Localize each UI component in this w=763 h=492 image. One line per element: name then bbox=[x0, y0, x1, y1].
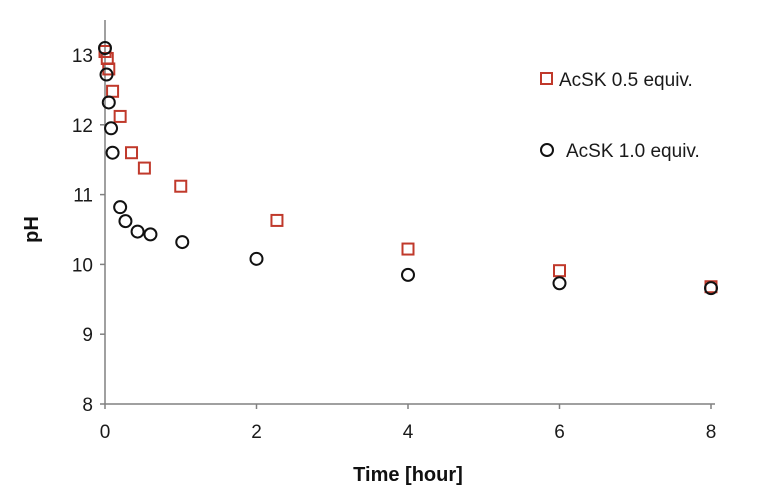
point-series1-12 bbox=[552, 276, 567, 291]
point-series0-5 bbox=[125, 146, 139, 160]
y-tick-label-5: 13 bbox=[72, 46, 93, 67]
point-series1-3 bbox=[104, 121, 119, 136]
legend-marker-square bbox=[540, 72, 553, 85]
point-series0-6 bbox=[137, 161, 151, 175]
point-series1-7 bbox=[130, 224, 145, 239]
x-tick-label-0: 0 bbox=[100, 422, 111, 443]
y-axis-title: pH bbox=[21, 216, 43, 243]
x-tick-label-3: 6 bbox=[554, 422, 565, 443]
point-series0-7 bbox=[174, 179, 188, 193]
point-series1-0 bbox=[98, 41, 112, 56]
x-tick-label-2: 4 bbox=[403, 422, 414, 443]
data-points bbox=[98, 41, 718, 296]
point-series1-6 bbox=[118, 214, 133, 229]
x-tick-label-4: 8 bbox=[706, 422, 717, 443]
y-tick-label-2: 10 bbox=[72, 255, 93, 276]
y-tick-label-3: 11 bbox=[73, 186, 93, 207]
ticks: 8 9 10 11 12 13 0 2 4 6 8 bbox=[72, 46, 716, 443]
point-series1-4 bbox=[105, 145, 120, 160]
point-series1-9 bbox=[175, 235, 190, 250]
point-series1-5 bbox=[113, 200, 128, 215]
point-series0-8 bbox=[270, 213, 284, 227]
legend-entry-0: AcSK 0.5 equiv. bbox=[540, 70, 693, 91]
legend-label-0: AcSK 0.5 equiv. bbox=[559, 70, 693, 91]
point-series0-3 bbox=[106, 84, 120, 98]
axes bbox=[104, 20, 715, 405]
point-series1-8 bbox=[143, 227, 158, 242]
point-series1-10 bbox=[249, 251, 264, 266]
point-series0-4 bbox=[113, 109, 127, 123]
legend-marker-circle bbox=[540, 143, 554, 157]
y-tick-label-4: 12 bbox=[72, 116, 93, 137]
x-axis-title: Time [hour] bbox=[353, 464, 463, 486]
point-series0-9 bbox=[401, 242, 415, 256]
legend-entry-1: AcSK 1.0 equiv. bbox=[540, 141, 700, 162]
y-tick-label-0: 8 bbox=[82, 395, 93, 416]
legend: AcSK 0.5 equiv. AcSK 1.0 equiv. bbox=[540, 70, 700, 162]
x-tick-label-1: 2 bbox=[251, 422, 262, 443]
point-series1-1 bbox=[99, 67, 114, 82]
legend-label-1: AcSK 1.0 equiv. bbox=[566, 141, 700, 162]
point-series1-2 bbox=[101, 95, 116, 110]
point-series1-13 bbox=[704, 281, 718, 296]
point-series1-11 bbox=[401, 267, 415, 282]
point-series0-10 bbox=[553, 264, 566, 278]
y-tick-label-1: 9 bbox=[82, 325, 93, 346]
